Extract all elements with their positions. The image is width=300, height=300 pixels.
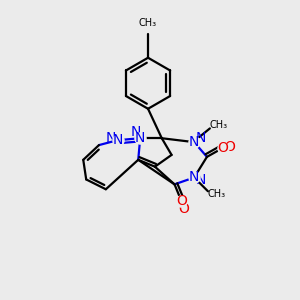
- Text: N: N: [189, 135, 200, 149]
- Text: O: O: [176, 194, 187, 208]
- Text: CH₃: CH₃: [208, 189, 226, 199]
- Text: N: N: [196, 173, 206, 188]
- Text: N: N: [112, 133, 123, 147]
- Text: CH₃: CH₃: [210, 121, 228, 130]
- Text: N: N: [106, 131, 116, 145]
- Text: N: N: [135, 131, 146, 145]
- Text: CH₃: CH₃: [139, 18, 157, 28]
- Text: N: N: [131, 125, 141, 139]
- Text: O: O: [178, 202, 189, 216]
- Text: N: N: [196, 131, 206, 145]
- Text: O: O: [224, 140, 235, 154]
- Text: O: O: [217, 141, 228, 155]
- Text: N: N: [189, 170, 200, 184]
